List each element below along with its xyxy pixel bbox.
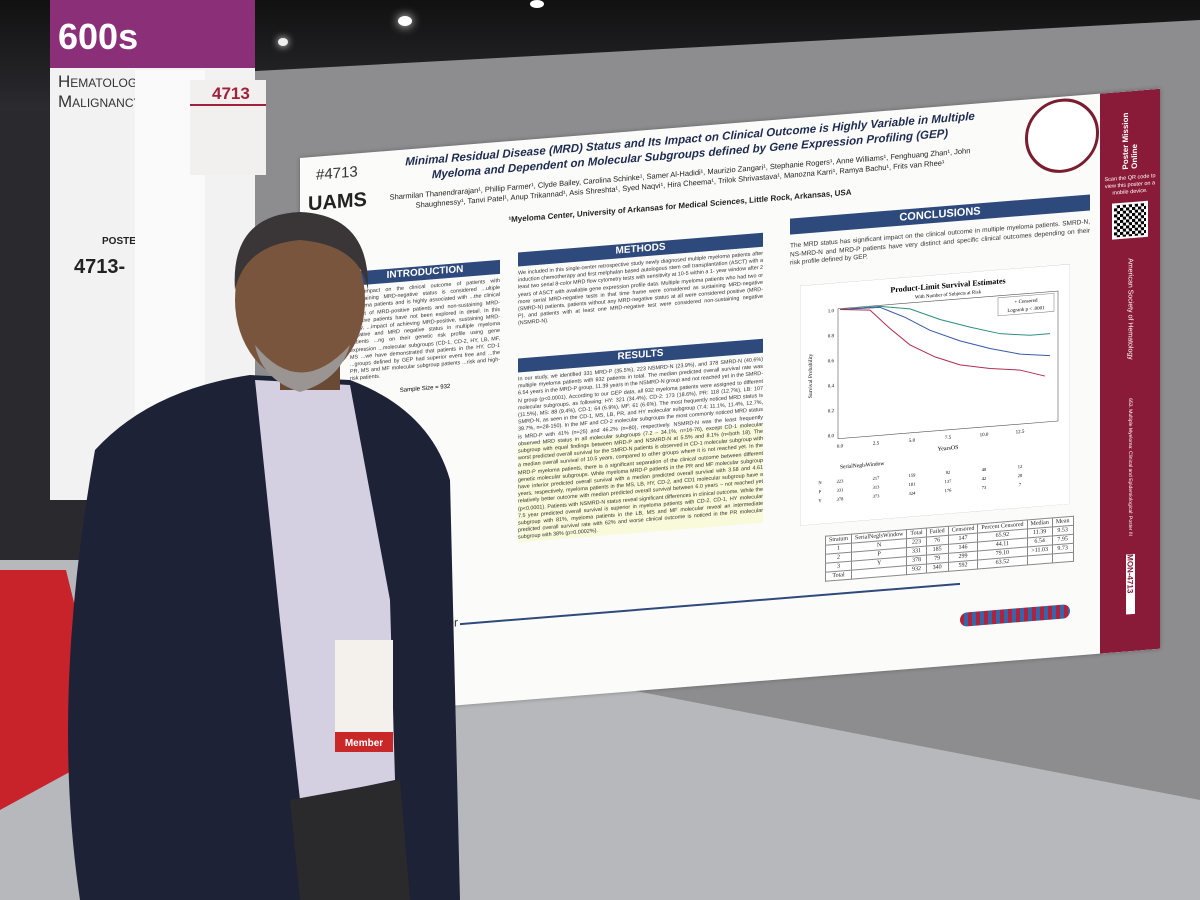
chart-frame [800,264,1070,526]
at-risk-cell: Y [818,498,822,503]
x-tick-label: 12.5 [1016,430,1025,436]
poster-id: #4713 [316,163,358,184]
curve-p [839,309,1046,377]
light [530,0,544,8]
at-risk-cell: 324 [909,490,916,496]
methods: METHODS We included in this single-cente… [518,232,763,328]
table-cell [1027,553,1053,566]
chart-subtitle: With Number of Subjects at Risk [915,290,982,300]
strip-qr-text: Scan the QR code to view this poster on … [1104,173,1156,197]
at-risk-cell: N [818,480,822,485]
sign-number: 600s [58,16,139,57]
strip-society: American Society of Hematology [1126,257,1134,361]
plot-frame [837,290,1059,440]
footer-rule [460,582,960,625]
y-tick-label: 0.8 [828,334,835,340]
x-tick-label: 7.5 [945,436,952,442]
strip-code: MON-4713 [1125,553,1135,615]
sign-category: Hematologic Malignancy [58,72,150,111]
table-cell: Total [825,570,852,582]
at-risk-cell: 92 [946,470,950,475]
at-risk-cell: 176 [945,488,952,494]
strip-brand: Poster Mission Online [1121,112,1139,170]
at-risk-cell: 12 [1018,464,1022,469]
x-tick-label: 5.0 [909,438,916,444]
at-risk-cell: 331 [837,487,844,493]
legend-box [997,293,1055,317]
at-risk-cell: 73 [982,485,987,490]
dna-graphic [960,604,1070,627]
table-title: Sample Size = 932 [399,383,451,394]
strip-session: 653. Multiple Myeloma: Clinical and Epid… [1127,397,1133,537]
at-risk-cell: 313 [873,484,880,490]
poster: #4713 UAMS Minimal Residual Disease (MRD… [300,88,1160,719]
curve-n [839,306,1051,357]
legend-entry: Logrank p < .0001 [1007,306,1045,314]
y-tick-label: 0.2 [828,409,835,415]
at-risk-cell: 217 [873,475,880,481]
at-risk-cell: 223 [837,478,844,484]
y-axis-label: Survival Probability [808,353,814,398]
side-strip: Poster Mission Online Scan the QR code t… [1100,88,1160,654]
at-risk-cell: 159 [909,472,916,478]
introduction: INTRODUCTION ...nt impact on the clinica… [350,259,500,398]
results: RESULTS In our study, we identified 331 … [518,338,763,543]
sign-poster-label: POSTER [102,236,144,247]
board-tag-number: 4713 [190,80,266,106]
footer-text: Center [422,615,459,633]
section-text: ...nt impact on the clinical outcome of … [350,277,500,383]
at-risk-cell: 378 [837,496,844,502]
sign-band: 600s [50,0,255,68]
at-risk-header: SerialNeglsWindow [840,461,884,471]
x-tick-label: 10.0 [980,433,989,439]
poster-logo: UAMS [308,188,367,216]
light [278,38,288,46]
curve-y [840,305,1050,336]
x-tick-label: 0.0 [837,444,844,450]
y-tick-label: 1.0 [828,309,835,315]
table-cell [1052,552,1073,563]
at-risk-cell: 7 [1019,482,1022,487]
at-risk-cell: 40 [982,467,987,472]
y-tick-label: 0.6 [828,359,835,365]
light [398,16,412,26]
at-risk-cell: 137 [945,479,952,485]
at-risk-cell: 20 [1018,473,1023,478]
table-cell: 340 [926,562,949,574]
x-axis-label: YearsOS [937,445,958,453]
at-risk-cell: 181 [909,481,916,487]
table-cell: 932 [906,564,927,575]
board-tag: 4713 [190,80,266,175]
sign-poster-range: 4713- [74,256,126,278]
section-text: In our study, we identified 331 MRD-P (3… [518,356,763,543]
y-tick-label: 0.0 [828,434,835,440]
qr-code [1112,200,1148,240]
at-risk-cell: 42 [982,476,986,481]
legend-entry: + Censored [1015,299,1038,306]
conclusions: CONCLUSIONS The MRD status has significa… [790,194,1090,268]
x-tick-label: 2.5 [873,441,880,447]
at-risk-cell: 373 [873,493,880,499]
at-risk-cell: P [819,489,822,494]
survival-table: Stratum SerialNeglsWindow Total Failed Censo… [825,515,1074,582]
university-seal [1025,95,1099,176]
table-cell: 592 [948,559,978,572]
y-tick-label: 0.4 [828,384,835,390]
